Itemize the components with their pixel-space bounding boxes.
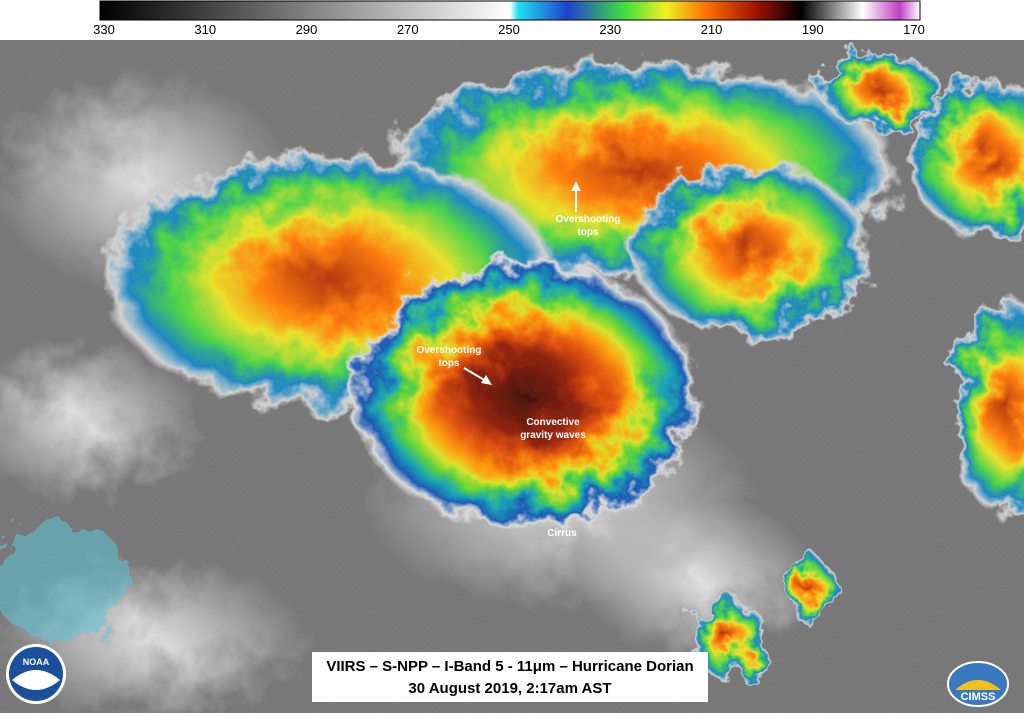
- annotation-line: tops: [438, 358, 460, 369]
- colorbar-tick-label: 310: [194, 22, 216, 37]
- colorbar-tick-label: 330: [93, 22, 115, 37]
- logo-text: NOAA: [23, 657, 50, 667]
- colorbar-tick-label: 250: [498, 22, 520, 37]
- annotation-line: gravity waves: [520, 430, 586, 441]
- noaa-logo: NOAA: [6, 644, 66, 704]
- annotation-line: Convective: [526, 417, 580, 428]
- colorbar-tick-label: 270: [397, 22, 419, 37]
- colorbar-tick-label: 190: [802, 22, 824, 37]
- cimss-logo: CIMSS: [947, 661, 1009, 707]
- annotation-line: Overshooting: [416, 345, 481, 356]
- arrows: [463, 181, 581, 385]
- annotation-line: tops: [577, 227, 599, 238]
- colorbar: 330 310 290 270 250 230 210 190 170: [0, 0, 1024, 40]
- annotation-line: Cirrus: [547, 528, 577, 539]
- colorbar-tick-label: 210: [701, 22, 723, 37]
- logo-text: CIMSS: [961, 691, 996, 703]
- colorbar-tick-label: 230: [599, 22, 621, 37]
- colorbar-tick-label: 170: [903, 22, 925, 37]
- caption-line: VIIRS – S-NPP – I-Band 5 - 11μm – Hurric…: [326, 658, 693, 675]
- caption-box: VIIRS – S-NPP – I-Band 5 - 11μm – Hurric…: [312, 652, 708, 702]
- annotation-line: Overshooting: [555, 214, 620, 225]
- annotations: Overshooting tops Overshooting tops Conv…: [416, 214, 620, 539]
- caption-line: 30 August 2019, 2:17am AST: [408, 680, 611, 697]
- colorbar-tick-label: 290: [296, 22, 318, 37]
